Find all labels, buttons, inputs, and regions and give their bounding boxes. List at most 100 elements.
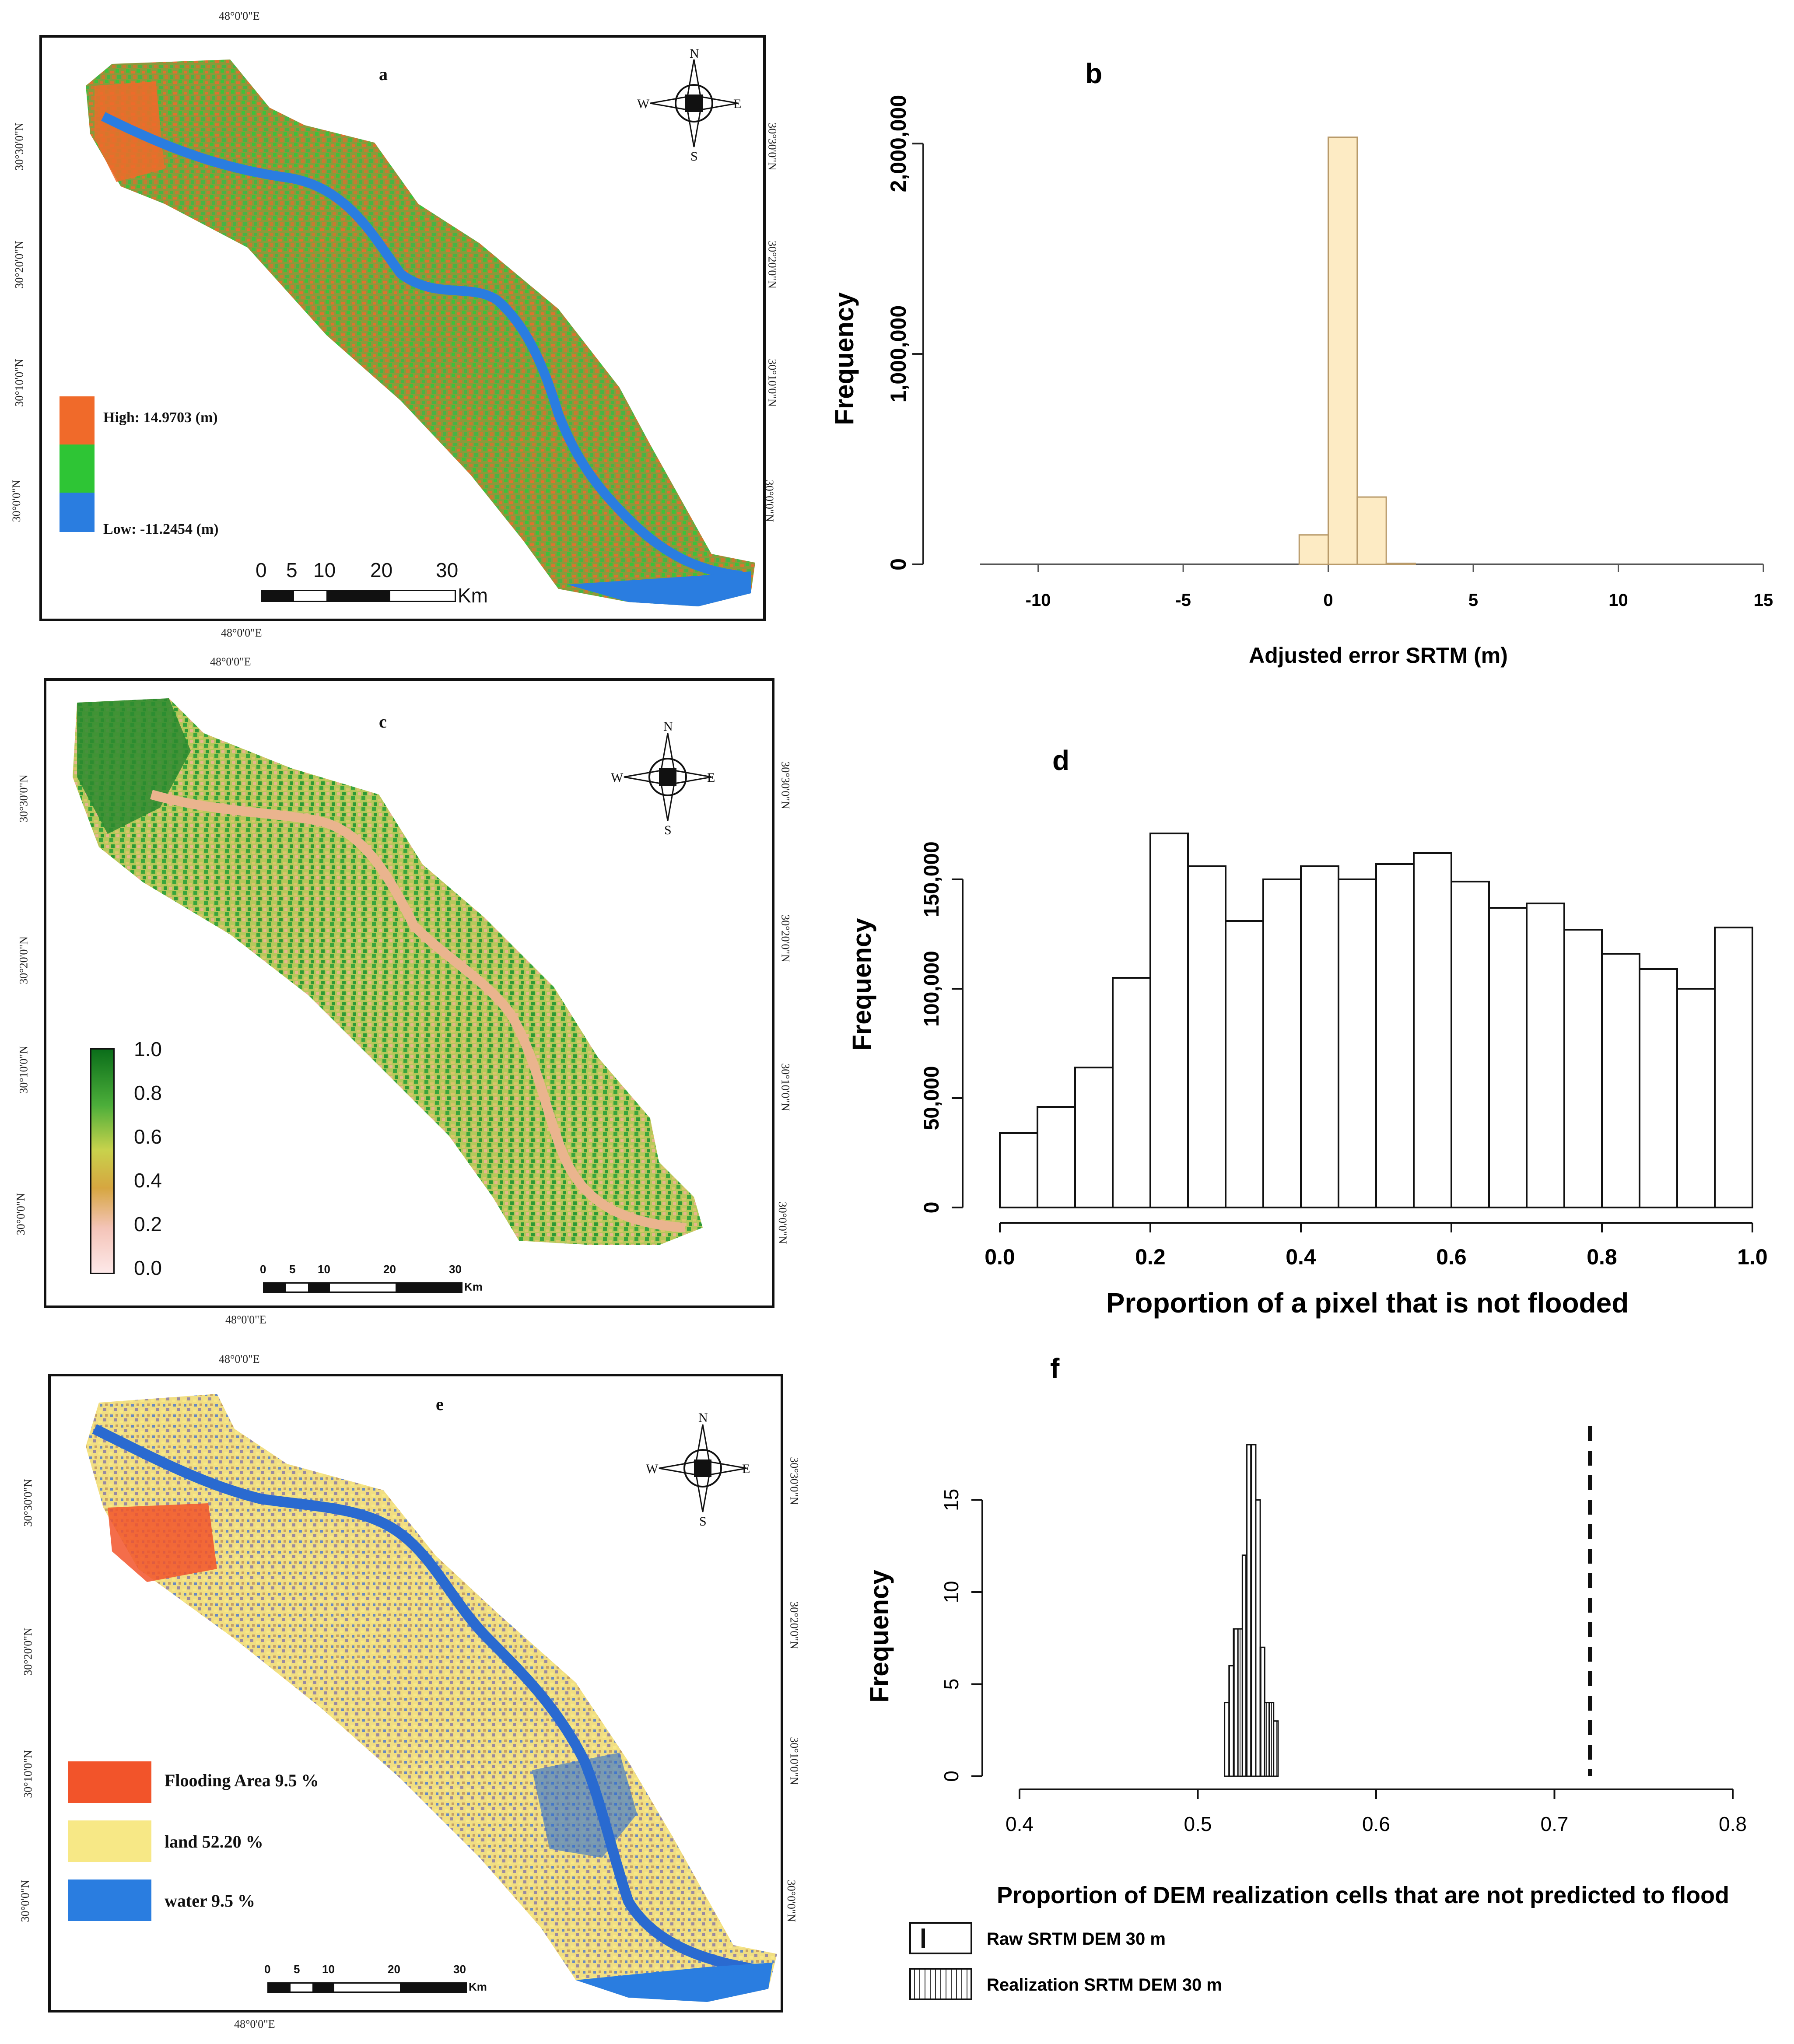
map-a-scale-30: 30 bbox=[436, 559, 459, 581]
compass-w-label: W bbox=[637, 97, 650, 111]
map-e-coast bbox=[576, 1963, 773, 2002]
map-e-lat-right-4: 30°0'0"N bbox=[785, 1880, 798, 1922]
chart-d-xtick-label: 0.8 bbox=[1587, 1245, 1617, 1269]
chart-b-xlabel: Adjusted error SRTM (m) bbox=[1249, 643, 1508, 668]
map-c-colorbar-tick-1: 1.0 bbox=[134, 1038, 162, 1060]
chart-f-xlabel: Proportion of DEM realization cells that… bbox=[997, 1882, 1729, 1908]
map-e-blue-patch bbox=[532, 1753, 637, 1858]
chart-f-bar bbox=[1273, 1720, 1279, 1777]
map-c-lat-left-2: 30°20'0"N bbox=[17, 936, 30, 984]
chart-d-bar bbox=[1112, 977, 1151, 1208]
chart-f-bar bbox=[1228, 1665, 1234, 1777]
chart-d-bar bbox=[1300, 865, 1339, 1208]
chart-d-bar bbox=[1639, 968, 1678, 1208]
map-e-lat-right-1: 30°30'0"N bbox=[788, 1457, 801, 1505]
map-e-legend-swatch-flood bbox=[68, 1761, 151, 1803]
compass-icon bbox=[659, 1424, 747, 1512]
chart-f-bar bbox=[1251, 1444, 1257, 1777]
map-c-letter: c bbox=[379, 712, 387, 732]
chart-f-xtick-label: 0.8 bbox=[1719, 1813, 1747, 1835]
chart-b-bar bbox=[1298, 534, 1329, 565]
map-e-scale-5: 5 bbox=[294, 1963, 300, 1976]
map-e-lat-left-1: 30°30'0"N bbox=[21, 1479, 35, 1527]
map-c-lat-right-1: 30°30'0"N bbox=[779, 761, 792, 809]
chart-f-xtick-label: 0.4 bbox=[1006, 1813, 1034, 1835]
chart-b-bar bbox=[1356, 496, 1387, 565]
chart-f-bar bbox=[1259, 1646, 1265, 1777]
chart-d-xlabel: Proportion of a pixel that is not floode… bbox=[1106, 1287, 1629, 1319]
chart-f-bar bbox=[1233, 1628, 1239, 1777]
chart-d-bar bbox=[1676, 988, 1716, 1208]
chart-f-legend-hatch-box bbox=[909, 1968, 972, 2000]
map-a-legend-swatch-mid bbox=[60, 444, 95, 493]
compass-n-label: N bbox=[690, 46, 699, 61]
map-e-scale-10: 10 bbox=[322, 1963, 335, 1976]
compass-w-label: W bbox=[611, 770, 624, 785]
map-c-scale-unit: Km bbox=[464, 1280, 483, 1293]
map-e-legend-swatch-water bbox=[68, 1880, 151, 1921]
map-c-river bbox=[150, 790, 686, 1232]
chart-f-legend-raw-box bbox=[909, 1922, 972, 1954]
chart-d-bar bbox=[1526, 903, 1565, 1208]
chart-d-bar bbox=[1074, 1067, 1114, 1208]
map-c-lat-right-2: 30°20'0"N bbox=[779, 914, 792, 962]
chart-f-bar bbox=[1241, 1554, 1248, 1777]
map-c-scale-bar bbox=[263, 1282, 463, 1293]
map-a-coord-bottom: 48°0'0"E bbox=[221, 626, 262, 639]
map-e-scale-bar bbox=[267, 1982, 467, 1993]
map-c-lat-left-3: 30°10'0"N bbox=[17, 1046, 30, 1094]
map-a-lat-left-3: 30°10'0"N bbox=[13, 359, 26, 407]
map-a-scale-0: 0 bbox=[256, 559, 267, 581]
chart-d-ytick-label: 150,000 bbox=[920, 841, 943, 917]
chart-d-bar bbox=[1714, 927, 1753, 1208]
map-e-lat-right-3: 30°10'0"N bbox=[788, 1737, 801, 1785]
chart-d-bar bbox=[1601, 953, 1640, 1208]
chart-d-bar bbox=[1413, 852, 1452, 1208]
chart-d-bar bbox=[999, 1132, 1038, 1208]
chart-f-bar bbox=[1264, 1702, 1270, 1777]
chart-d-xtick-label: 0.4 bbox=[1286, 1245, 1316, 1269]
chart-f-ytick-label: 10 bbox=[940, 1581, 963, 1603]
map-c-scale-5: 5 bbox=[289, 1263, 296, 1276]
map-c-scale-0: 0 bbox=[260, 1263, 266, 1276]
map-e-legend-land: land 52.20 % bbox=[165, 1832, 263, 1852]
map-a-coord-top: 48°0'0"E bbox=[219, 10, 260, 22]
map-a-legend-swatch-low bbox=[60, 493, 95, 532]
chart-b-ytick-label: 0 bbox=[886, 558, 911, 570]
compass-s-label: S bbox=[664, 823, 672, 837]
chart-f-xtick-label: 0.6 bbox=[1362, 1813, 1390, 1835]
chart-f-bar bbox=[1255, 1499, 1261, 1777]
map-e-legend-flood: Flooding Area 9.5 % bbox=[165, 1771, 319, 1790]
map-a-scale-10: 10 bbox=[313, 559, 336, 581]
chart-f-letter: f bbox=[1050, 1353, 1060, 1384]
map-a-coast bbox=[567, 571, 751, 606]
chart-f-ytick-label: 0 bbox=[940, 1771, 963, 1782]
compass-e-label: E bbox=[742, 1462, 750, 1476]
map-a-scale-5: 5 bbox=[286, 559, 298, 581]
map-c-lat-left-1: 30°30'0"N bbox=[17, 774, 30, 822]
map-a-scale-bar bbox=[261, 590, 456, 602]
chart-d-ytick-label: 100,000 bbox=[920, 951, 943, 1027]
map-c-colorbar bbox=[90, 1048, 115, 1274]
map-c-colorbar-tick-3: 0.6 bbox=[134, 1125, 162, 1148]
chart-d-ytick-label: 0 bbox=[920, 1202, 943, 1214]
chart-b-letter: b bbox=[1085, 58, 1102, 89]
chart-d-xtick-label: 0.0 bbox=[985, 1245, 1015, 1269]
map-c-lat-left-4: 30°0'0"N bbox=[14, 1193, 28, 1236]
chart-f-ylabel: Frequency bbox=[865, 1570, 894, 1703]
map-a-lat-left-1: 30°30'0"N bbox=[13, 122, 26, 171]
chart-b-xtick-label: 5 bbox=[1468, 591, 1478, 610]
chart-d-bar bbox=[1187, 865, 1226, 1208]
map-e-scale-20: 20 bbox=[388, 1963, 400, 1976]
map-c-colorbar-tick-5: 0.2 bbox=[134, 1213, 162, 1236]
chart-f-ytick-label: 5 bbox=[940, 1679, 963, 1690]
map-c-scale-10: 10 bbox=[318, 1263, 330, 1276]
map-a-river bbox=[101, 112, 743, 581]
chart-b-xtick-label: -10 bbox=[1026, 591, 1051, 610]
compass-s-label: S bbox=[699, 1514, 707, 1529]
chart-b-ytick-label: 2,000,000 bbox=[886, 95, 911, 192]
map-a-region bbox=[86, 60, 755, 606]
chart-b-bar bbox=[1328, 136, 1358, 565]
map-a-lat-right-2: 30°20'0"N bbox=[766, 241, 779, 289]
map-e-lat-left-3: 30°10'0"N bbox=[21, 1750, 35, 1798]
